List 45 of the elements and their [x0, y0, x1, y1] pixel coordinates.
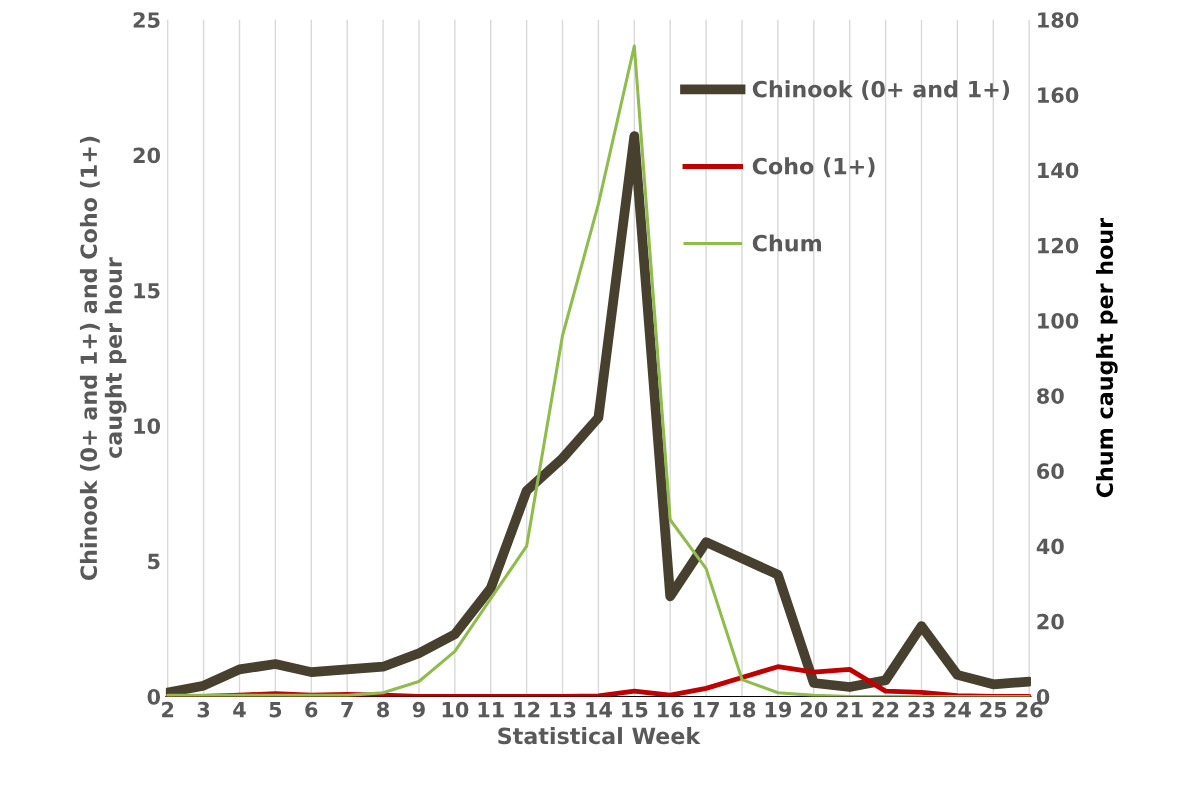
x-tick-label: 3 [197, 701, 210, 718]
x-tick-label: 19 [765, 701, 792, 718]
y-tick-label: 15 [134, 283, 160, 299]
y2-tick-label: 60 [1037, 463, 1064, 480]
y2-tick-label: 100 [1038, 312, 1079, 329]
x-tick-label: 7 [341, 702, 353, 718]
x-tick-label: 9 [412, 701, 425, 718]
x-tick-label: 13 [550, 701, 576, 718]
y-tick-label: 0 [147, 688, 161, 705]
y2-tick-label: 140 [1038, 162, 1079, 179]
x-tick-label: 5 [269, 702, 282, 718]
x-tick-label: 8 [377, 701, 390, 718]
y2-tick-label: 80 [1037, 388, 1064, 404]
x-tick-label: 17 [693, 702, 719, 718]
y-tick-label: 20 [133, 147, 161, 164]
x-axis-title: Statistical Week [498, 727, 701, 745]
legend-label: Chinook (0+ and 1+) [752, 80, 1010, 101]
x-tick-label: 22 [872, 701, 899, 718]
x-tick-label: 25 [980, 701, 1007, 718]
x-tick-label: 24 [944, 701, 971, 718]
y2-axis-title: Chum caught per hour [1095, 217, 1118, 498]
y2-tick-label: 40 [1036, 538, 1064, 555]
y2-tick-label: 180 [1038, 12, 1079, 28]
x-tick-label: 20 [800, 701, 828, 718]
x-tick-label: 11 [478, 702, 504, 718]
x-tick-label: 10 [442, 701, 469, 718]
x-tick-label: 4 [233, 702, 246, 718]
x-tick-label: 12 [514, 701, 540, 718]
y-tick-label: 25 [133, 12, 160, 28]
legend-label: Coho (1+) [752, 157, 875, 178]
y2-tick-label: 120 [1038, 237, 1079, 254]
y-axis-title: Chinook (0+ and 1+) and Coho (1+) caught per hour [79, 136, 127, 581]
x-tick-label: 21 [836, 701, 863, 718]
x-tick-label: 2 [162, 701, 174, 718]
x-tick-label: 23 [908, 701, 935, 718]
x-tick-label: 18 [729, 701, 756, 718]
x-tick-label: 16 [658, 701, 684, 718]
y-tick-label: 5 [148, 553, 160, 570]
x-tick-label: 6 [305, 701, 318, 718]
x-tick-label: 14 [586, 702, 612, 718]
legend-label: Chum [752, 234, 822, 252]
y2-tick-label: 20 [1037, 613, 1064, 630]
y2-tick-label: 160 [1038, 87, 1079, 104]
y-tick-label: 10 [134, 418, 161, 434]
x-tick-label: 15 [622, 702, 648, 718]
